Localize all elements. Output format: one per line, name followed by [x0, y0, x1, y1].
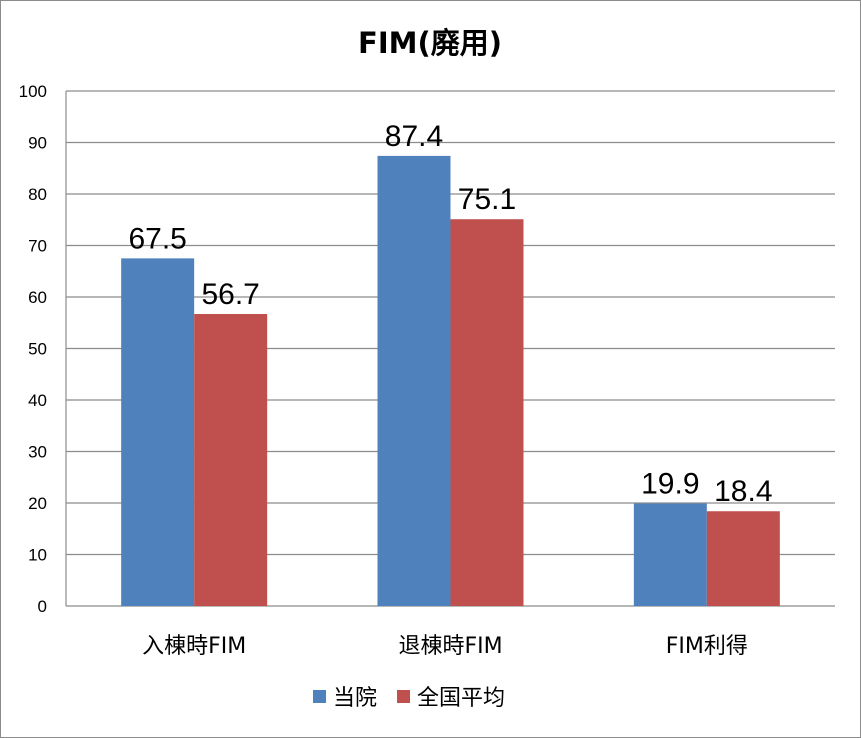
bar-series-2 [706, 511, 780, 606]
y-tick-label: 20 [28, 494, 47, 513]
x-category-label: 退棟時FIM [398, 634, 502, 659]
legend-swatch [397, 690, 411, 703]
x-category-label: 入棟時FIM [142, 634, 246, 659]
y-tick-label: 0 [38, 597, 47, 616]
x-axis-category-labels: 入棟時FIM 退棟時FIM FIM利得 [142, 634, 748, 659]
legend: 当院 全国平均 [313, 686, 505, 711]
y-tick-label: 100 [19, 82, 47, 101]
bar-series-2 [194, 313, 268, 606]
data-label: 56.7 [201, 278, 259, 311]
y-axis-tick-labels: 0 10 20 30 40 50 60 70 80 90 100 [19, 82, 47, 616]
data-label: 19.9 [641, 468, 699, 501]
bar-series-1 [377, 155, 451, 606]
legend-label: 全国平均 [417, 686, 505, 711]
chart-title: FIM(廃用) [358, 26, 502, 60]
y-tick-label: 80 [28, 185, 47, 204]
data-label: 67.5 [128, 222, 186, 255]
x-category-label: FIM利得 [666, 634, 748, 659]
bars [121, 155, 780, 607]
data-label: 75.1 [458, 183, 516, 216]
data-label: 18.4 [714, 475, 772, 508]
y-tick-label: 40 [28, 391, 47, 410]
data-label: 87.4 [385, 120, 443, 153]
data-labels: 67.5 56.7 87.4 75.1 19.9 18.4 [128, 120, 772, 508]
bar-series-1 [633, 503, 707, 606]
y-tick-label: 70 [28, 237, 47, 256]
legend-swatch [313, 690, 326, 703]
bar-series-2 [450, 219, 524, 607]
bar-series-1 [121, 258, 195, 606]
y-tick-label: 90 [28, 134, 47, 153]
y-tick-label: 50 [28, 340, 47, 359]
y-tick-label: 60 [28, 288, 47, 307]
y-tick-label: 30 [28, 443, 47, 462]
y-tick-label: 10 [28, 546, 47, 565]
legend-label: 当院 [333, 686, 377, 711]
